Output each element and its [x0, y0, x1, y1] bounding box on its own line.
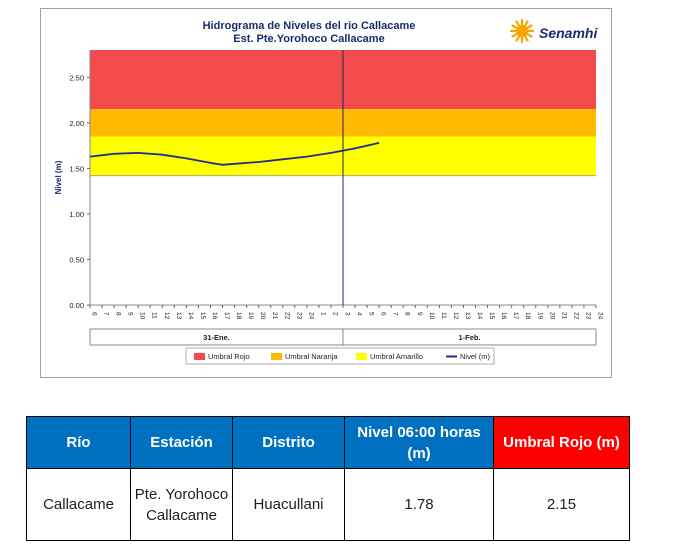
legend-swatch — [271, 353, 282, 360]
day-label: 31-Ene. — [203, 333, 230, 342]
x-tick-label: 7 — [392, 312, 399, 316]
x-tick-label: 16 — [500, 312, 507, 320]
nivel-series-line — [89, 142, 380, 166]
logo-sun-ray — [511, 24, 518, 30]
x-tick-label: 23 — [584, 312, 591, 320]
logo-sun-ray — [523, 35, 529, 42]
sun-logo-icon — [509, 18, 535, 44]
header-umbral-rojo: Umbral Rojo (m) — [493, 416, 630, 469]
x-tick-label: 19 — [247, 312, 254, 320]
x-tick-label: 3 — [344, 312, 351, 316]
logo-sun-ray — [515, 20, 521, 27]
x-tick-label: 14 — [187, 312, 194, 320]
x-tick-label: 13 — [464, 312, 471, 320]
x-tick-label: 12 — [163, 312, 170, 320]
chart-legend: Umbral Rojo Umbral Naranja Umbral Amarillo… — [185, 347, 495, 365]
cell-estacion: Pte. Yorohoco Callacame — [130, 468, 233, 541]
legend-label: Umbral Rojo — [208, 352, 250, 361]
x-tick-label: 12 — [452, 312, 459, 320]
x-tick-label: 6 — [380, 312, 387, 316]
logo-sun-ray — [526, 32, 533, 38]
y-tick-label: 2.00 — [69, 119, 84, 128]
x-tick-label: 18 — [524, 312, 531, 320]
x-tick-label: 22 — [572, 312, 579, 320]
x-tick-label: 20 — [259, 312, 266, 320]
y-tick-label: 0.00 — [69, 301, 84, 310]
x-tick-label: 13 — [175, 312, 182, 320]
x-tick-label: 19 — [536, 312, 543, 320]
logo-sun-ray — [515, 35, 521, 42]
x-tick-label: 20 — [548, 312, 555, 320]
x-tick-label: 23 — [295, 312, 302, 320]
x-tick-label: 15 — [488, 312, 495, 320]
senamhi-logo: Senamhi — [509, 18, 598, 44]
x-tick-label: 17 — [223, 312, 230, 320]
x-tick-label: 9 — [127, 312, 134, 316]
chart-title: Hidrograma de Niveles del rio Callacame — [203, 20, 416, 32]
x-tick-label: 18 — [235, 312, 242, 320]
x-tick-label: 24 — [307, 312, 314, 320]
hydrograph-chart: Senamhi Hidrograma de Niveles del rio Ca… — [54, 18, 604, 365]
table-header-row: Río Estación Distrito Nivel 06:00 horas … — [26, 416, 630, 469]
hydrograph-panel: Senamhi Hidrograma de Niveles del rio Ca… — [40, 8, 612, 378]
header-estacion: Estación — [130, 416, 233, 469]
header-distrito: Distrito — [232, 416, 345, 469]
cell-rio: Callacame — [26, 468, 131, 541]
x-tick-label: 21 — [560, 312, 567, 320]
x-tick-label: 10 — [428, 312, 435, 320]
logo-text: Senamhi — [539, 25, 598, 41]
legend-box — [185, 347, 495, 365]
x-tick-label: 8 — [115, 312, 122, 316]
x-tick-label: 10 — [139, 312, 146, 320]
chart-subtitle: Est. Pte.Yorohoco Callacame — [233, 33, 384, 45]
x-tick-label: 7 — [103, 312, 110, 316]
legend-swatch — [194, 353, 205, 360]
y-tick-label: 2.50 — [69, 73, 84, 82]
logo-sun-ray — [511, 32, 518, 38]
x-tick-label: 9 — [416, 312, 423, 316]
x-tick-label: 1 — [319, 312, 326, 316]
logo-sun-ray — [526, 24, 533, 30]
cell-distrito: Huacullani — [232, 468, 345, 541]
x-tick-label: 6 — [91, 312, 98, 316]
legend-swatch — [356, 353, 367, 360]
legend-label: Umbral Naranja — [285, 352, 338, 361]
x-tick-label: 17 — [512, 312, 519, 320]
x-tick-label: 16 — [211, 312, 218, 320]
x-tick-label: 14 — [476, 312, 483, 320]
x-tick-label: 11 — [440, 312, 447, 319]
cell-nivel: 1.78 — [344, 468, 494, 541]
legend-label: Nivel (m) — [460, 352, 490, 361]
y-tick-label: 0.50 — [69, 255, 84, 264]
x-tick-label: 24 — [597, 312, 604, 320]
header-nivel: Nivel 06:00 horas (m) — [344, 416, 494, 469]
x-tick-label: 8 — [404, 312, 411, 316]
legend-label: Umbral Amarillo — [370, 352, 423, 361]
x-tick-label: 11 — [151, 312, 158, 319]
x-tick-label: 4 — [356, 312, 363, 316]
x-tick-label: 22 — [283, 312, 290, 320]
logo-sun-ray — [523, 20, 529, 27]
header-rio: Río — [26, 416, 131, 469]
day-label: 1-Feb. — [458, 333, 480, 342]
x-tick-label: 15 — [199, 312, 206, 320]
table-row: Callacame Pte. Yorohoco Callacame Huacul… — [26, 468, 630, 541]
cell-umbral-rojo: 2.15 — [493, 468, 630, 541]
y-tick-label: 1.00 — [69, 210, 84, 219]
logo-sun-disc — [516, 25, 528, 37]
x-tick-label: 21 — [271, 312, 278, 320]
station-table: Río Estación Distrito Nivel 06:00 horas … — [26, 416, 630, 541]
y-axis-label: Nivel (m) — [54, 160, 63, 194]
x-tick-label: 5 — [368, 312, 375, 316]
x-tick-label: 2 — [331, 312, 338, 316]
y-tick-label: 1.50 — [69, 164, 84, 173]
